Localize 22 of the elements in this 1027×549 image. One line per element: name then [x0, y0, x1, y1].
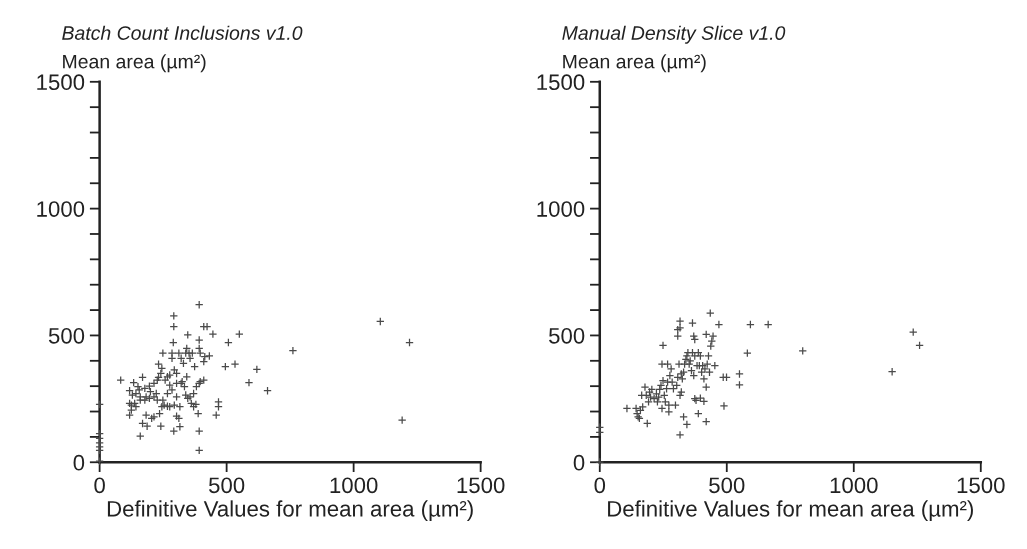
y-tick-label: 1500: [37, 74, 85, 91]
x-tick-label: 500: [709, 477, 745, 494]
y-tick-label: 500: [48, 327, 85, 344]
x-axis-title: Definitive Values for mean area (µm²): [107, 500, 473, 522]
x-tick-label: 1500: [957, 477, 1005, 494]
x-tick-label: 0: [94, 477, 105, 494]
y-axis-title: Mean area (µm²): [63, 54, 206, 73]
y-tick-label: 500: [549, 327, 585, 344]
x-tick-label: 1000: [330, 477, 378, 494]
x-axis-title: Definitive Values for mean area (µm²): [608, 500, 973, 522]
y-axis-title: Mean area (µm²): [563, 54, 706, 73]
x-tick-label: 500: [208, 477, 245, 494]
x-tick-label: 1000: [830, 477, 878, 494]
y-tick-label: 0: [573, 454, 585, 471]
x-tick-label: 1500: [457, 477, 505, 494]
y-tick-label: 0: [73, 454, 85, 471]
y-tick-label: 1000: [537, 201, 585, 217]
chart-title: Batch Count Inclusions v1.0: [62, 25, 303, 40]
y-tick-label: 1500: [537, 74, 585, 91]
chart-title: Manual Density Slice v1.0: [562, 25, 786, 44]
y-tick-label: 1000: [37, 201, 85, 217]
x-tick-label: 0: [594, 477, 606, 494]
